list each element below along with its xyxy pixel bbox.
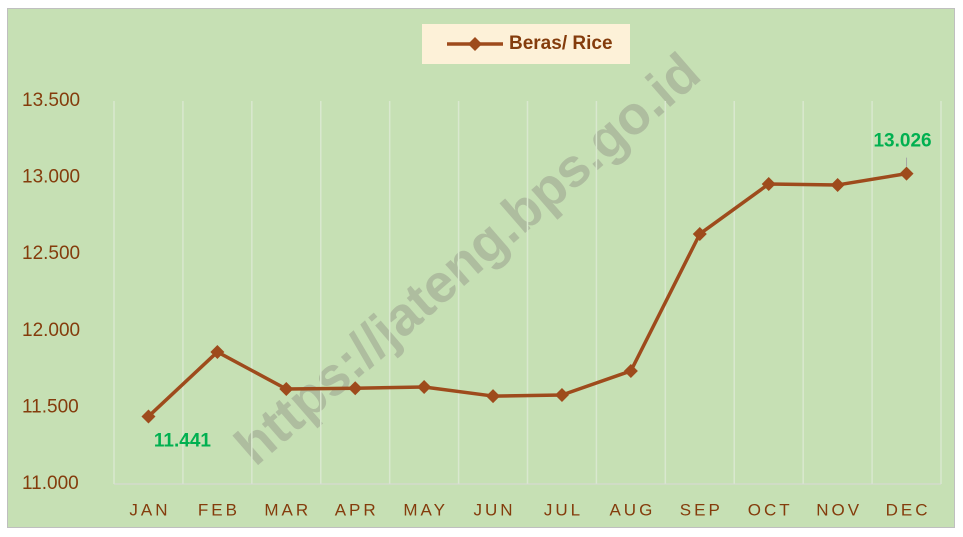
point (899, 166, 914, 181)
data-label: 13.026 (873, 131, 931, 152)
point (279, 382, 294, 397)
legend-label: Beras/ Rice (509, 33, 613, 54)
point (830, 177, 845, 192)
y-tick-label: 11.000 (22, 473, 79, 494)
point (486, 389, 501, 404)
legend-marker (468, 37, 482, 51)
y-tick-label: 13.500 (22, 90, 80, 111)
x-tick-label: JUN (474, 500, 516, 519)
x-tick-label: JUL (544, 500, 583, 519)
point (417, 380, 432, 395)
x-tick-label: AUG (609, 500, 655, 519)
y-tick-label: 11.500 (22, 396, 79, 417)
x-tick-label: MAY (403, 500, 448, 519)
data-label: 11.441 (154, 430, 211, 451)
x-tick-label: JAN (129, 500, 170, 519)
y-tick-label: 13.000 (22, 167, 80, 188)
x-tick-label: SEP (680, 500, 723, 519)
point (141, 409, 156, 424)
x-tick-label: DEC (886, 500, 931, 519)
point (348, 381, 363, 396)
x-tick-label: APR (335, 500, 379, 519)
point (554, 387, 569, 402)
x-tick-label: FEB (198, 500, 240, 519)
point (623, 363, 638, 378)
y-tick-label: 12.000 (22, 320, 80, 341)
point (210, 344, 225, 359)
x-tick-label: NOV (816, 500, 862, 519)
point (692, 226, 707, 241)
series-line (147, 171, 907, 418)
x-tick-label: OCT (748, 500, 793, 519)
point (761, 177, 776, 192)
x-tick-label: MAR (264, 500, 311, 519)
chart-area (7, 8, 955, 528)
y-tick-label: 12.500 (22, 243, 80, 264)
